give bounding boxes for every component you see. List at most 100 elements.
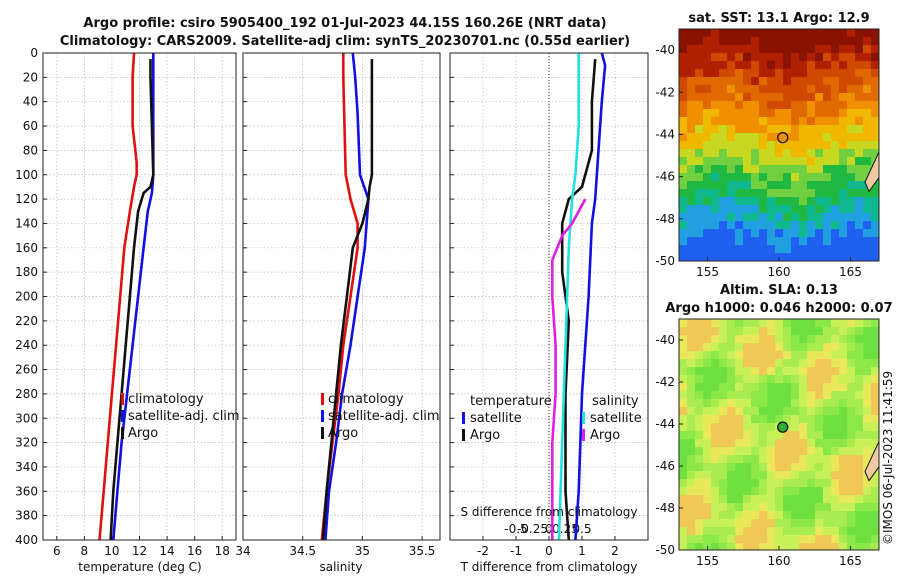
- map-cell: [703, 197, 711, 205]
- map-cell: [703, 319, 711, 327]
- map-cell: [799, 367, 807, 375]
- map-cell: [687, 157, 695, 165]
- map-cell: [767, 367, 775, 375]
- map-cell: [727, 93, 735, 101]
- map-cell: [759, 205, 767, 213]
- x-tick-label: 10: [104, 544, 119, 558]
- map-cell: [679, 471, 687, 479]
- map-cell: [847, 415, 855, 423]
- map-cell: [783, 527, 791, 535]
- map-cell: [719, 157, 727, 165]
- map-cell: [759, 237, 767, 245]
- map-cell: [799, 503, 807, 511]
- map-cell: [839, 45, 847, 53]
- map-cell: [799, 391, 807, 399]
- map-y-tick-label: -50: [655, 543, 675, 557]
- map-cell: [783, 197, 791, 205]
- map-cell: [799, 543, 807, 550]
- map-cell: [687, 173, 695, 181]
- map-cell: [791, 343, 799, 351]
- map-cell: [831, 391, 839, 399]
- map-cell: [751, 149, 759, 157]
- map-cell: [743, 77, 751, 85]
- map-cell: [679, 157, 687, 165]
- map-cell: [679, 375, 687, 383]
- map-cell: [783, 511, 791, 519]
- x-tick-label: 35.5: [409, 544, 436, 558]
- map-cell: [679, 245, 687, 253]
- map-cell: [703, 335, 711, 343]
- map-cell: [679, 335, 687, 343]
- map-cell: [679, 343, 687, 351]
- map-cell: [735, 85, 743, 93]
- map-cell: [735, 253, 743, 261]
- map-cell: [743, 133, 751, 141]
- map-cell: [815, 335, 823, 343]
- map-cell: [703, 125, 711, 133]
- map-cell: [719, 543, 727, 550]
- map-cell: [679, 391, 687, 399]
- map-cell: [679, 29, 687, 37]
- map-cell: [743, 45, 751, 53]
- map-cell: [767, 237, 775, 245]
- map-cell: [719, 319, 727, 327]
- map-cell: [823, 375, 831, 383]
- map-cell: [815, 165, 823, 173]
- map-cell: [823, 327, 831, 335]
- s-diff-tick-label: -0.5: [504, 522, 527, 536]
- map-cell: [727, 319, 735, 327]
- map-cell: [751, 133, 759, 141]
- map-cell: [775, 61, 783, 69]
- map-cell: [791, 29, 799, 37]
- map-cell: [855, 117, 863, 125]
- map-cell: [823, 29, 831, 37]
- map-cell: [791, 85, 799, 93]
- map-cell: [847, 221, 855, 229]
- map-cell: [823, 343, 831, 351]
- map-cell: [855, 85, 863, 93]
- map-cell: [863, 535, 871, 543]
- map-cell: [703, 77, 711, 85]
- map-cell: [823, 495, 831, 503]
- map-cell: [807, 53, 815, 61]
- map-cell: [775, 157, 783, 165]
- map-x-tick-label: 165: [839, 265, 862, 279]
- map-cell: [855, 391, 863, 399]
- map-cell: [871, 511, 879, 519]
- map-cell: [823, 335, 831, 343]
- map-cell: [687, 37, 695, 45]
- map-cell: [807, 189, 815, 197]
- map-cell: [743, 479, 751, 487]
- map-cell: [767, 391, 775, 399]
- map-cell: [863, 391, 871, 399]
- map-cell: [823, 423, 831, 431]
- map-cell: [767, 407, 775, 415]
- map-cell: [695, 165, 703, 173]
- map-cell: [775, 37, 783, 45]
- map-cell: [687, 253, 695, 261]
- map-cell: [703, 327, 711, 335]
- map-cell: [855, 229, 863, 237]
- map-cell: [767, 253, 775, 261]
- map-cell: [767, 213, 775, 221]
- map-cell: [799, 149, 807, 157]
- map-cell: [735, 479, 743, 487]
- map-cell: [791, 359, 799, 367]
- map-cell: [687, 511, 695, 519]
- map-cell: [823, 45, 831, 53]
- map-cell: [679, 447, 687, 455]
- map-cell: [807, 479, 815, 487]
- map-cell: [687, 85, 695, 93]
- depth-tick-label: 240: [15, 338, 38, 352]
- map-cell: [815, 77, 823, 85]
- map-cell: [791, 165, 799, 173]
- map-cell: [775, 431, 783, 439]
- map-cell: [807, 327, 815, 335]
- map-cell: [807, 375, 815, 383]
- map-cell: [815, 431, 823, 439]
- map-cell: [815, 527, 823, 535]
- map-cell: [735, 37, 743, 45]
- map-cell: [831, 85, 839, 93]
- map-cell: [767, 327, 775, 335]
- map-cell: [783, 367, 791, 375]
